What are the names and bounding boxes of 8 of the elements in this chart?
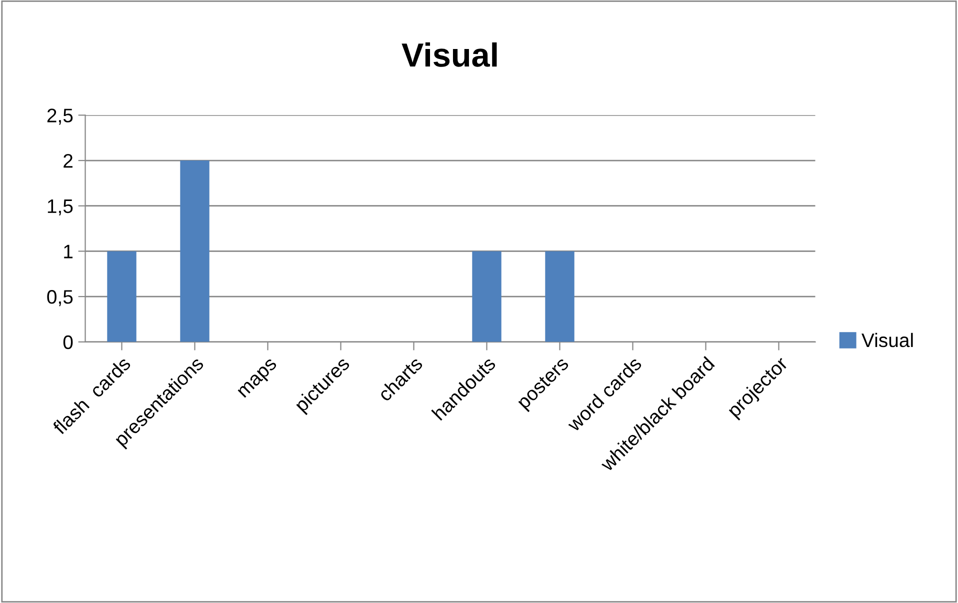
chart-title: Visual <box>402 42 497 67</box>
y-tick-label: 1,5 <box>48 200 73 216</box>
y-tick-label: 2 <box>64 154 72 168</box>
y-tick-label: 1 <box>64 244 73 258</box>
legend-label: Visual <box>862 332 913 348</box>
y-tick-label: 2,5 <box>47 108 73 125</box>
y-tick-label: 0 <box>63 335 73 350</box>
y-tick-label: 0,5 <box>47 290 73 306</box>
